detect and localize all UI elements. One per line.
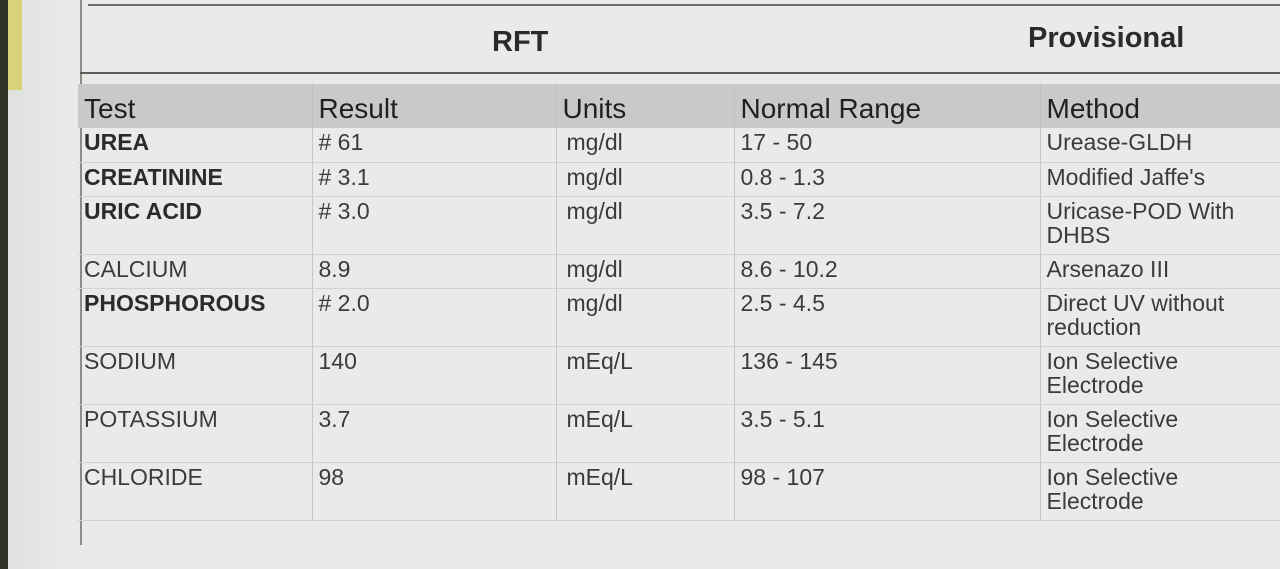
- test-method: Urease-GLDH: [1040, 128, 1280, 163]
- test-name: CHLORIDE: [78, 462, 313, 521]
- test-result: # 3.1: [312, 162, 557, 197]
- report-status: Provisional: [1028, 22, 1185, 54]
- test-result: # 3.0: [312, 196, 557, 255]
- test-name: SODIUM: [78, 346, 313, 405]
- test-result: # 2.0: [312, 288, 557, 347]
- test-method: Uricase-POD With DHBS: [1040, 196, 1280, 255]
- test-result: 8.9: [312, 254, 557, 289]
- test-method: Modified Jaffe's: [1040, 162, 1280, 197]
- table-row: URIC ACID # 3.0 mg/dl 3.5 - 7.2 Uricase-…: [78, 196, 1280, 255]
- test-name: POTASSIUM: [78, 404, 313, 463]
- test-normal-range: 98 - 107: [734, 462, 1041, 521]
- header-normal-range: Normal Range: [734, 84, 1041, 128]
- test-name: URIC ACID: [78, 196, 313, 255]
- table-row: SODIUM 140 mEq/L 136 - 145 Ion Selective…: [78, 346, 1280, 405]
- test-units: mEq/L: [556, 404, 735, 463]
- test-units: mEq/L: [556, 346, 735, 405]
- test-units: mg/dl: [556, 288, 735, 347]
- table-row: PHOSPHOROUS # 2.0 mg/dl 2.5 - 4.5 Direct…: [78, 288, 1280, 347]
- header-rule: [80, 72, 1280, 74]
- test-result: 140: [312, 346, 557, 405]
- test-normal-range: 136 - 145: [734, 346, 1041, 405]
- section-title: RFT: [492, 26, 549, 58]
- top-rule: [88, 4, 1280, 6]
- test-result: 3.7: [312, 404, 557, 463]
- header-test: Test: [78, 84, 313, 128]
- header-method: Method: [1046, 93, 1140, 124]
- header-result: Result: [312, 84, 557, 128]
- test-method: Ion Selective Electrode: [1040, 462, 1280, 521]
- table-row: POTASSIUM 3.7 mEq/L 3.5 - 5.1 Ion Select…: [78, 404, 1280, 463]
- test-method: Direct UV without reduction: [1040, 288, 1280, 347]
- test-units: mg/dl: [556, 196, 735, 255]
- table-row: CHLORIDE 98 mEq/L 98 - 107 Ion Selective…: [78, 462, 1280, 521]
- test-normal-range: 17 - 50: [734, 128, 1041, 163]
- test-name: CREATININE: [78, 162, 313, 197]
- test-name: CALCIUM: [78, 254, 313, 289]
- test-name: PHOSPHOROUS: [78, 288, 313, 347]
- header-units: Units: [556, 84, 735, 128]
- test-units: mg/dl: [556, 162, 735, 197]
- table-row: CALCIUM 8.9 mg/dl 8.6 - 10.2 Arsenazo II…: [78, 254, 1280, 289]
- test-method: Ion Selective Electrode: [1040, 404, 1280, 463]
- test-normal-range: 0.8 - 1.3: [734, 162, 1041, 197]
- results-table: Test Result Units Normal Range Method UR…: [78, 84, 1280, 521]
- table-row: CREATININE # 3.1 mg/dl 0.8 - 1.3 Modifie…: [78, 162, 1280, 197]
- test-normal-range: 3.5 - 7.2: [734, 196, 1041, 255]
- test-units: mg/dl: [556, 128, 735, 163]
- test-result: # 61: [312, 128, 557, 163]
- test-normal-range: 3.5 - 5.1: [734, 404, 1041, 463]
- test-normal-range: 8.6 - 10.2: [734, 254, 1041, 289]
- test-units: mg/dl: [556, 254, 735, 289]
- page-margin: [8, 0, 70, 569]
- table-row: UREA # 61 mg/dl 17 - 50 Urease-GLDH: [78, 128, 1280, 163]
- test-name: UREA: [78, 128, 313, 163]
- test-result: 98: [312, 462, 557, 521]
- yellow-tab: [8, 0, 22, 90]
- test-method: Ion Selective Electrode: [1040, 346, 1280, 405]
- test-method: Arsenazo III: [1040, 254, 1280, 289]
- table-header-row: Test Result Units Normal Range Method: [78, 84, 1280, 128]
- test-normal-range: 2.5 - 4.5: [734, 288, 1041, 347]
- test-units: mEq/L: [556, 462, 735, 521]
